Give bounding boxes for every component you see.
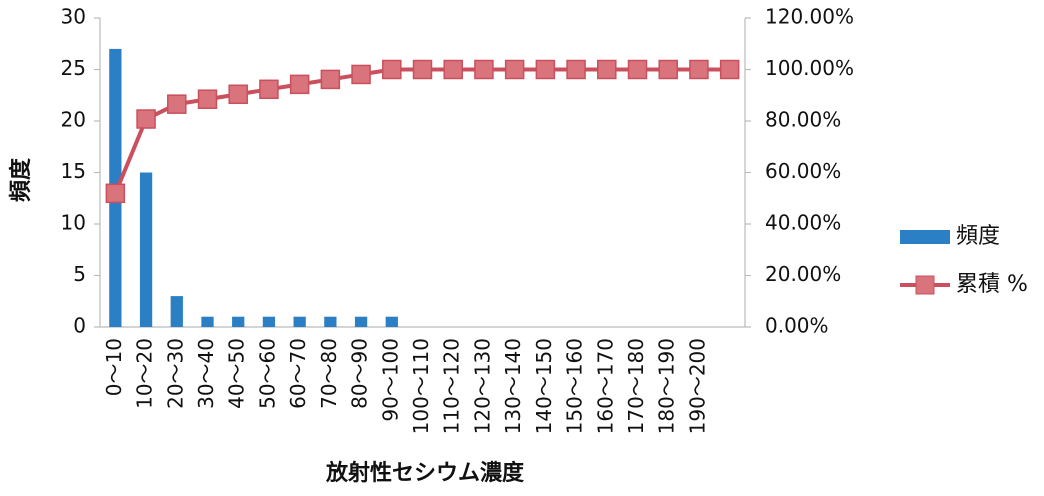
x-tick-label: 150〜160 bbox=[563, 338, 587, 434]
y-tick-label: 0 bbox=[73, 314, 86, 338]
x-tick-label: 70〜80 bbox=[317, 338, 341, 409]
legend-swatch bbox=[900, 230, 950, 244]
line-marker bbox=[259, 79, 279, 100]
x-tick-label: 50〜60 bbox=[255, 338, 279, 409]
x-tick-label: 20〜30 bbox=[163, 338, 187, 409]
y-tick-label: 10 bbox=[61, 211, 86, 235]
line-marker bbox=[474, 59, 494, 80]
legend-label: 頻度 bbox=[956, 224, 1000, 249]
x-tick-label: 130〜140 bbox=[501, 338, 525, 434]
bar bbox=[262, 316, 276, 327]
x-tick-label: 30〜40 bbox=[194, 338, 218, 409]
x-tick-label: 180〜190 bbox=[655, 338, 679, 434]
x-tick-label: 90〜100 bbox=[378, 338, 402, 422]
y2-tick-label: 20.00% bbox=[765, 262, 841, 286]
legend-marker bbox=[915, 275, 935, 295]
bar bbox=[170, 296, 183, 327]
line-marker bbox=[535, 59, 556, 80]
y2-tick-label: 120.00% bbox=[765, 5, 854, 29]
x-axis-title: 放射性セシウム濃度 bbox=[325, 460, 525, 486]
y2-tick-label: 0.00% bbox=[765, 314, 829, 338]
line-marker bbox=[320, 69, 341, 90]
x-tick-label: 140〜150 bbox=[532, 338, 556, 434]
x-tick-label: 120〜130 bbox=[470, 338, 494, 434]
x-tick-label: 110〜120 bbox=[440, 338, 464, 434]
line-marker bbox=[566, 59, 586, 80]
line-marker bbox=[289, 74, 310, 95]
x-tick-label: 190〜200 bbox=[685, 338, 709, 434]
line-marker bbox=[136, 109, 156, 129]
x-tick-label: 160〜170 bbox=[593, 338, 617, 434]
line-marker bbox=[504, 59, 525, 80]
line-marker bbox=[351, 64, 371, 85]
line-marker bbox=[228, 84, 248, 105]
y2-tick-label: 100.00% bbox=[765, 56, 854, 80]
y-tick-label: 5 bbox=[73, 262, 86, 286]
bar bbox=[201, 316, 214, 327]
line-marker bbox=[412, 59, 433, 80]
line-marker bbox=[719, 59, 740, 80]
line-marker bbox=[658, 59, 678, 80]
line-marker bbox=[597, 59, 617, 80]
bar bbox=[354, 316, 368, 327]
line-marker bbox=[689, 59, 709, 80]
legend-label: 累積 % bbox=[956, 272, 1028, 297]
y-tick-label: 20 bbox=[61, 108, 86, 132]
x-tick-label: 170〜180 bbox=[624, 338, 648, 434]
y2-tick-label: 40.00% bbox=[765, 211, 841, 235]
line-marker bbox=[627, 59, 648, 80]
x-tick-label: 40〜50 bbox=[225, 338, 249, 409]
x-tick-label: 0〜10 bbox=[102, 338, 126, 396]
bar bbox=[324, 316, 337, 327]
y-axis-title: 頻度 bbox=[8, 157, 34, 202]
y-tick-label: 25 bbox=[61, 56, 86, 80]
line-marker bbox=[197, 89, 218, 109]
bar bbox=[139, 172, 153, 327]
bar bbox=[385, 316, 398, 327]
x-tick-label: 100〜110 bbox=[409, 338, 433, 434]
y-tick-label: 15 bbox=[61, 159, 86, 183]
bar bbox=[232, 316, 245, 327]
line-marker bbox=[105, 183, 126, 204]
x-tick-label: 60〜70 bbox=[286, 338, 310, 409]
line-marker bbox=[443, 59, 463, 80]
x-tick-label: 80〜90 bbox=[348, 338, 372, 409]
y2-tick-label: 80.00% bbox=[765, 108, 841, 132]
y2-tick-label: 60.00% bbox=[765, 159, 841, 183]
line-marker bbox=[382, 59, 402, 80]
line bbox=[113, 67, 730, 195]
x-tick-label: 10〜20 bbox=[133, 338, 157, 409]
line-marker bbox=[167, 94, 187, 114]
y-tick-label: 30 bbox=[61, 5, 86, 29]
bar bbox=[293, 316, 306, 327]
